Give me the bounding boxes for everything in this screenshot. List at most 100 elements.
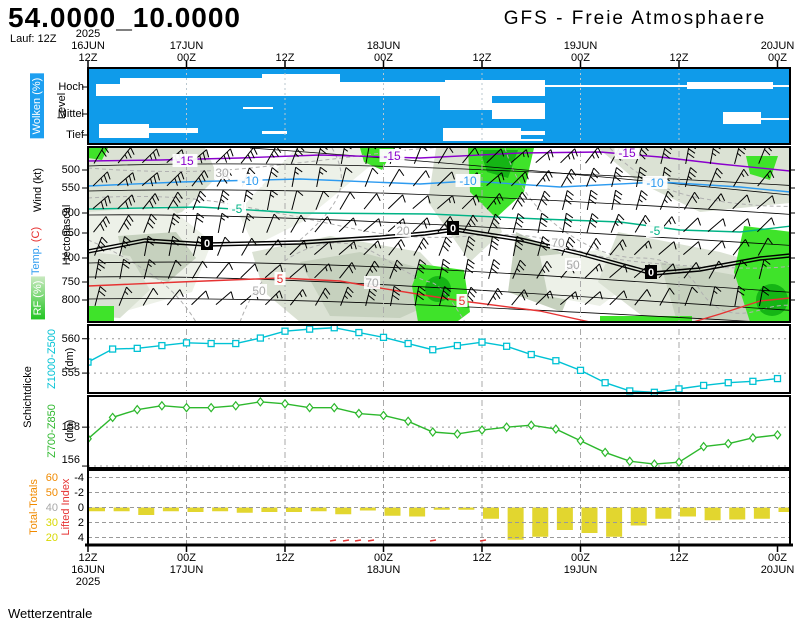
rh-label-chip [550, 236, 566, 249]
wind-barb-full [521, 292, 526, 301]
wind-barb-full [747, 218, 751, 227]
wind-barb-full [639, 194, 647, 201]
wind-barb-full [302, 289, 307, 297]
wind-barb-full [102, 219, 108, 228]
wind-barb-full [353, 241, 357, 250]
marker-diamond [625, 456, 634, 467]
wind-barb-shaft [412, 170, 427, 187]
isotherm-label: 5 [459, 294, 466, 308]
wind-barb-shaft [609, 239, 624, 256]
wind-barb-half [522, 152, 525, 158]
wind-barb-full [221, 194, 229, 201]
wind-barb-full [691, 286, 698, 294]
wind-barb-shaft [266, 213, 275, 233]
marker-diamond [551, 424, 560, 435]
wind-barb-full [273, 213, 280, 221]
wind-barb-shaft [142, 193, 156, 210]
wind-barb-half [319, 171, 324, 175]
thickness-axis-label: Schichtdicke [22, 366, 34, 428]
marker-square [552, 357, 560, 365]
li-bar [236, 507, 253, 513]
li-bar [581, 507, 598, 533]
wind-barb-full [172, 199, 179, 207]
wind-barb-shaft [192, 190, 201, 210]
wind-barb-full [245, 194, 253, 200]
li-tick-label: 0 [77, 501, 84, 514]
wind-barb-shaft [143, 236, 149, 257]
wind-barb-full [492, 263, 499, 270]
wind-barb-full [767, 147, 773, 152]
wind-barb-full [422, 147, 428, 152]
wind-barb-shaft [635, 190, 642, 210]
rh-label-chip [395, 224, 411, 237]
wind-barb-half [294, 171, 299, 175]
wind-barb-full [417, 267, 425, 274]
wind-barb-full [639, 166, 647, 173]
marker-square [749, 377, 757, 385]
wind-barb-shaft [732, 218, 749, 232]
rh-label: 70 [365, 276, 379, 290]
wind-barb-full [223, 154, 228, 163]
cloud-segment [687, 82, 773, 89]
marker-diamond [453, 428, 462, 439]
marker-diamond [305, 402, 314, 413]
wind-barb-shaft [560, 291, 576, 305]
wind-barb-half [96, 267, 102, 272]
wind-barb-half [196, 240, 202, 245]
wind-barb-shaft [584, 291, 601, 305]
red-mark [367, 539, 375, 542]
li-tick-label: 4 [77, 531, 84, 544]
wind-barb-shaft [634, 289, 648, 306]
wind-barb-shaft [463, 259, 469, 280]
marker-diamond [502, 422, 511, 433]
wind-barb-half [344, 295, 348, 300]
wind-barb-shaft [757, 237, 769, 256]
wind-barb-full [566, 212, 574, 219]
wind-barb-full [277, 239, 283, 247]
isotherm-label: -15 [176, 154, 194, 168]
marker-diamond [330, 402, 339, 413]
wind-barb-full [716, 167, 723, 175]
wind-barb-full [99, 286, 107, 292]
marker-diamond [182, 402, 191, 413]
wind-barb-full [319, 148, 327, 155]
wind-barb-shaft [684, 286, 693, 306]
li-bar [729, 507, 746, 520]
rh-label: 20 [396, 224, 410, 238]
marker-diamond [207, 402, 216, 413]
wind-barb-shaft [339, 262, 353, 279]
wind-barb-half [448, 198, 451, 203]
wind-barb-half [565, 245, 570, 250]
wind-barbs [92, 147, 775, 307]
wind-barb-half [418, 245, 423, 250]
marker-square [404, 339, 412, 348]
isoline [249, 147, 790, 196]
marker-square [453, 341, 462, 350]
marker-diamond [354, 408, 363, 419]
wind-barb-full [273, 149, 279, 157]
wind-barb-shaft [610, 213, 620, 233]
time-label-bottom: 12Z [275, 552, 295, 564]
marker-diamond [650, 459, 659, 470]
wind-barb-full [771, 195, 775, 204]
wind-barb-shaft [167, 259, 177, 279]
wind-barb-full [196, 217, 204, 223]
wind-barb-full [425, 170, 430, 178]
wind-barb-full [541, 212, 549, 219]
wind-barb-full [300, 214, 306, 223]
wind-barb-half [220, 217, 226, 221]
wind-barb-shaft [437, 216, 451, 233]
wind-barb-full [618, 213, 625, 221]
marker-diamond [527, 420, 536, 431]
marker-square [281, 327, 289, 335]
wind-barb-full [303, 240, 308, 249]
wind-barb-shaft [389, 259, 398, 279]
wind-barb-full [491, 240, 499, 246]
wind-barb-full [490, 244, 498, 251]
wind-barb-full [763, 259, 771, 265]
wind-barb-full [98, 245, 105, 252]
time-label-bottom: 00Z 19JUN [563, 552, 598, 576]
marker-diamond [675, 457, 683, 468]
wind-barb-full [419, 259, 427, 265]
